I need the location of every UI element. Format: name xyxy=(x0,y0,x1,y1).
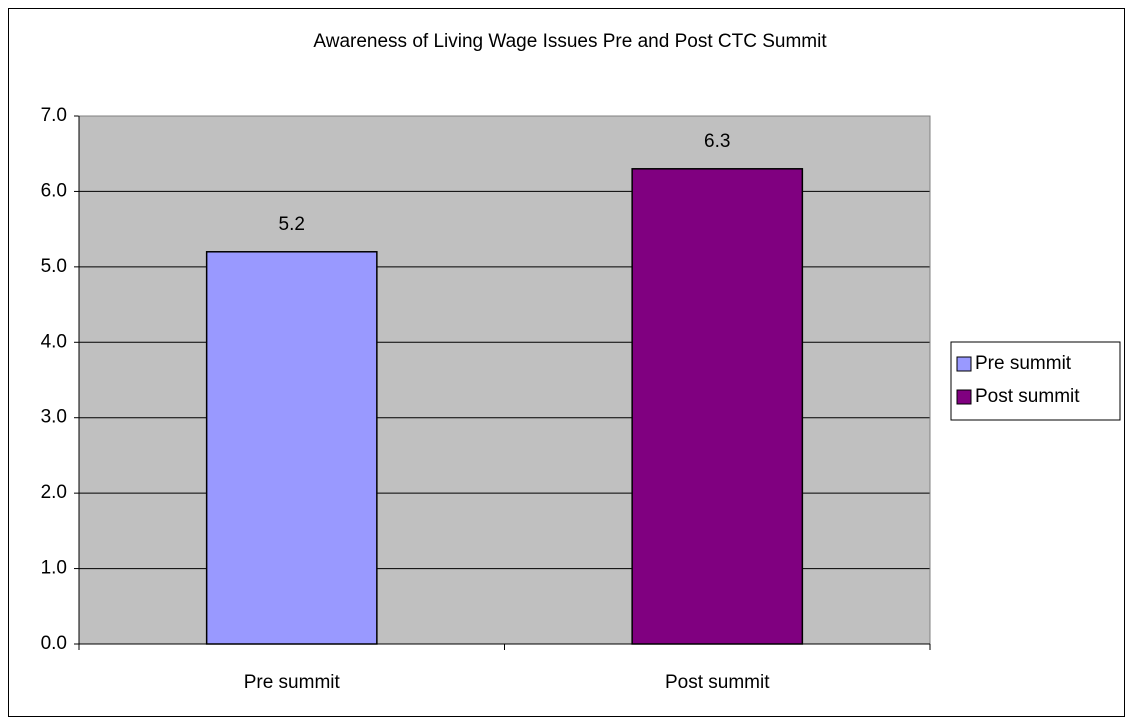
y-tick-label: 0.0 xyxy=(41,633,67,654)
y-tick-label: 3.0 xyxy=(41,407,67,428)
value-label: 6.3 xyxy=(704,131,730,152)
y-tick-label: 1.0 xyxy=(41,558,67,579)
y-tick-label: 2.0 xyxy=(41,482,67,503)
legend-swatch xyxy=(956,389,972,405)
y-tick-label: 7.0 xyxy=(41,105,67,126)
y-tick-label: 5.0 xyxy=(41,256,67,277)
y-tick-label: 6.0 xyxy=(41,180,67,201)
chart-title: Awareness of Living Wage Issues Pre and … xyxy=(313,31,827,52)
legend-box xyxy=(950,341,1121,421)
x-tick-label: Post summit xyxy=(665,672,770,693)
legend-label: Post summit xyxy=(975,386,1080,407)
legend-label: Pre summit xyxy=(975,353,1072,374)
value-label: 5.2 xyxy=(279,214,305,235)
x-tick-label: Pre summit xyxy=(244,672,341,693)
legend-swatch xyxy=(956,356,972,372)
y-tick-label: 4.0 xyxy=(41,331,67,352)
bar xyxy=(631,168,804,645)
bar xyxy=(205,251,378,645)
